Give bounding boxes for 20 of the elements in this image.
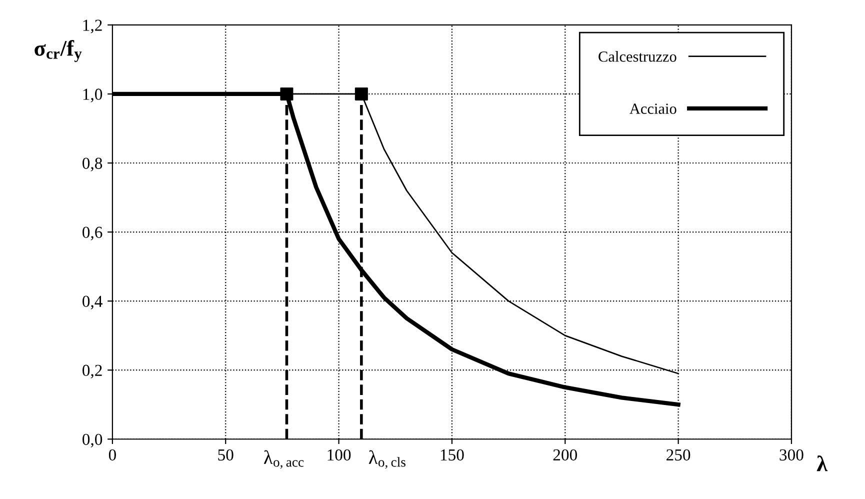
y-tick-label: 0,2: [82, 364, 102, 378]
x-tick-label: 250: [666, 449, 690, 461]
y-tick-label: 1,2: [83, 20, 102, 34]
x-tick-label: 200: [553, 449, 577, 461]
y-tick-label: 0,8: [82, 158, 102, 172]
legend-label: Acciaio: [630, 104, 676, 114]
y-tick-label: 0,4: [82, 296, 102, 310]
x-tick-label: 150: [440, 449, 464, 461]
y-tick-label: 0,0: [82, 434, 102, 448]
y-axis-title: σ$_{cr}$/f$_{y}$: [34, 40, 82, 62]
x-axis-title: λ: [816, 455, 828, 472]
x-tick-label: 0: [108, 449, 116, 461]
ref-line-label: λ$_{o,cls}$: [368, 450, 406, 469]
ref-line-label: λ$_{o,acc}$: [264, 450, 304, 469]
y-tick-label: 1,0: [83, 88, 102, 102]
legend-label: Calcestruzzo: [598, 51, 676, 62]
y-tick-label: 0,6: [82, 226, 102, 240]
x-tick-label: 300: [780, 449, 804, 461]
x-tick-label: 100: [328, 449, 351, 461]
x-tick-label: 50: [218, 449, 234, 461]
